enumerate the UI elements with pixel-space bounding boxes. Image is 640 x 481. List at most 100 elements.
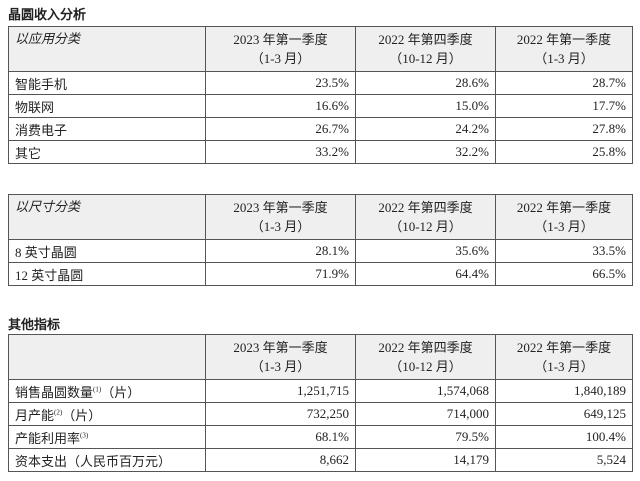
category-header: [8, 334, 206, 380]
label-text: 智能手机: [15, 76, 68, 92]
table-row: 智能手机 23.5% 28.6% 28.7%: [8, 71, 633, 95]
value-cell: 17.7%: [495, 94, 633, 118]
period-header: 2023 年第一季度 （1-3 月）: [205, 26, 356, 72]
row-label: 消费电子: [8, 117, 206, 141]
row-label: 月产能(2)（片）: [8, 402, 206, 426]
section-title: 晶圆收入分析: [8, 8, 87, 23]
table-row: 其它 33.2% 32.2% 25.8%: [8, 140, 633, 164]
value-cell: 25.8%: [495, 140, 633, 164]
label-text: 其它: [15, 145, 42, 161]
value-cell: 16.6%: [205, 94, 356, 118]
value-cell: 714,000: [355, 402, 496, 426]
row-label: 8 英寸晶圆: [8, 239, 206, 263]
period-range: （1-3 月）: [534, 359, 594, 374]
category-header: 以尺寸分类: [8, 194, 206, 240]
label-text: 物联网: [15, 99, 55, 115]
header-row: 以尺寸分类 2023 年第一季度 （1-3 月） 2022 年第四季度 （10-12 月…: [8, 194, 633, 240]
footnote-ref: (1): [93, 385, 102, 394]
row-label: 其它: [8, 140, 206, 164]
header-row: 2023 年第一季度 （1-3 月） 2022 年第四季度 （10-12 月） 2022…: [8, 334, 633, 380]
period-header: 2022 年第四季度 （10-12 月）: [355, 334, 496, 380]
period-range: （10-12 月）: [389, 359, 462, 374]
value-cell: 8,662: [205, 448, 356, 472]
data-table: 2023 年第一季度 （1-3 月） 2022 年第四季度 （10-12 月） 2022…: [8, 334, 633, 472]
period-name: 2022 年第一季度: [516, 32, 612, 47]
footnote-ref: (3): [80, 431, 89, 440]
period-range: （1-3 月）: [250, 359, 311, 374]
value-cell: 732,250: [205, 402, 356, 426]
period-header: 2022 年第一季度 （1-3 月）: [495, 194, 633, 240]
value-cell: 35.6%: [355, 239, 496, 263]
period-header: 2022 年第一季度 （1-3 月）: [495, 334, 633, 380]
value-cell: 33.2%: [205, 140, 356, 164]
value-cell: 26.7%: [205, 117, 356, 141]
period-range: （1-3 月）: [250, 219, 311, 234]
period-name: 2023 年第一季度: [233, 32, 328, 47]
row-label: 产能利用率(3): [8, 425, 206, 449]
period-header: 2023 年第一季度 （1-3 月）: [205, 194, 356, 240]
value-cell: 28.6%: [355, 71, 496, 95]
label-unit: （片）: [62, 407, 102, 423]
value-cell: 68.1%: [205, 425, 356, 449]
table-row: 产能利用率(3) 68.1% 79.5% 100.4%: [8, 425, 633, 449]
table-row: 月产能(2)（片） 732,250 714,000 649,125: [8, 402, 633, 426]
period-range: （1-3 月）: [534, 219, 594, 234]
label-text: 8 英寸晶圆: [15, 244, 77, 260]
label-text: 12 英寸晶圆: [15, 267, 84, 283]
period-name: 2022 年第四季度: [378, 340, 473, 355]
value-cell: 79.5%: [355, 425, 496, 449]
value-cell: 5,524: [495, 448, 633, 472]
label-text: 资本支出（人民币百万元）: [15, 453, 172, 469]
value-cell: 66.5%: [495, 262, 633, 286]
row-label: 物联网: [8, 94, 206, 118]
category-header: 以应用分类: [8, 26, 206, 72]
value-cell: 27.8%: [495, 117, 633, 141]
value-cell: 28.7%: [495, 71, 633, 95]
data-table: 以应用分类 2023 年第一季度 （1-3 月） 2022 年第四季度 （10-12 月…: [8, 26, 633, 164]
table-row: 物联网 16.6% 15.0% 17.7%: [8, 94, 633, 118]
label-unit: （片）: [101, 384, 141, 400]
row-label: 智能手机: [8, 71, 206, 95]
period-name: 2022 年第一季度: [516, 200, 612, 215]
value-cell: 33.5%: [495, 239, 633, 263]
period-range: （10-12 月）: [389, 219, 462, 234]
value-cell: 32.2%: [355, 140, 496, 164]
table-row: 消费电子 26.7% 24.2% 27.8%: [8, 117, 633, 141]
table-row: 12 英寸晶圆 71.9% 64.4% 66.5%: [8, 262, 633, 286]
row-label: 12 英寸晶圆: [8, 262, 206, 286]
value-cell: 24.2%: [355, 117, 496, 141]
header-row: 以应用分类 2023 年第一季度 （1-3 月） 2022 年第四季度 （10-12 月…: [8, 26, 633, 72]
value-cell: 15.0%: [355, 94, 496, 118]
period-name: 2023 年第一季度: [233, 340, 328, 355]
value-cell: 14,179: [355, 448, 496, 472]
table-row: 销售晶圆数量(1)（片） 1,251,715 1,574,068 1,840,189: [8, 379, 633, 403]
value-cell: 649,125: [495, 402, 633, 426]
period-range: （1-3 月）: [534, 51, 594, 66]
period-header: 2023 年第一季度 （1-3 月）: [205, 334, 356, 380]
value-cell: 23.5%: [205, 71, 356, 95]
table-row: 8 英寸晶圆 28.1% 35.6% 33.5%: [8, 239, 633, 263]
label-text: 销售晶圆数量: [15, 384, 94, 400]
value-cell: 64.4%: [355, 262, 496, 286]
value-cell: 100.4%: [495, 425, 633, 449]
period-header: 2022 年第四季度 （10-12 月）: [355, 194, 496, 240]
period-name: 2023 年第一季度: [233, 200, 328, 215]
value-cell: 1,251,715: [205, 379, 356, 403]
period-header: 2022 年第一季度 （1-3 月）: [495, 26, 633, 72]
value-cell: 28.1%: [205, 239, 356, 263]
value-cell: 1,840,189: [495, 379, 633, 403]
section-title: 其他指标: [8, 318, 61, 333]
period-range: （10-12 月）: [389, 51, 462, 66]
period-name: 2022 年第一季度: [516, 340, 612, 355]
period-range: （1-3 月）: [250, 51, 311, 66]
row-label: 资本支出（人民币百万元）: [8, 448, 206, 472]
table-row: 资本支出（人民币百万元） 8,662 14,179 5,524: [8, 448, 633, 472]
data-table: 以尺寸分类 2023 年第一季度 （1-3 月） 2022 年第四季度 （10-12 月…: [8, 194, 633, 286]
label-text: 产能利用率: [15, 430, 81, 446]
period-header: 2022 年第四季度 （10-12 月）: [355, 26, 496, 72]
period-name: 2022 年第四季度: [378, 32, 473, 47]
period-name: 2022 年第四季度: [378, 200, 473, 215]
row-label: 销售晶圆数量(1)（片）: [8, 379, 206, 403]
value-cell: 1,574,068: [355, 379, 496, 403]
